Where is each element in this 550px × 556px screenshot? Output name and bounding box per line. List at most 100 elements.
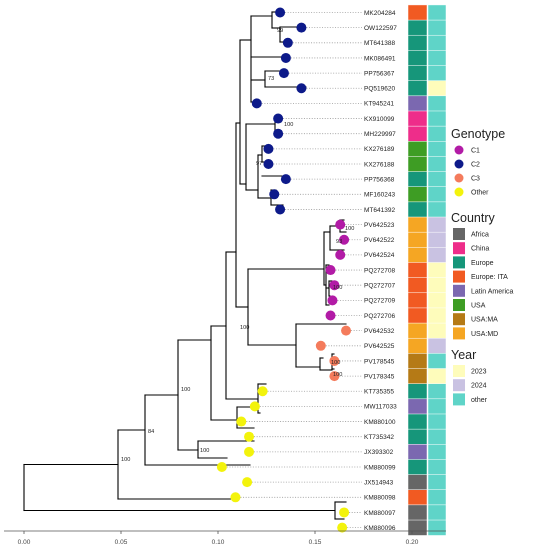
country-cell	[407, 277, 428, 294]
tip-point	[337, 522, 348, 533]
year-cell	[427, 277, 447, 294]
x-tick-label: 0.00	[18, 539, 31, 546]
country-cell	[407, 459, 428, 476]
tip-point	[296, 83, 307, 94]
year-cell	[427, 95, 447, 112]
country-cell	[407, 322, 428, 339]
legend-genotype-label: C1	[471, 148, 480, 155]
tip-point	[325, 265, 336, 276]
tip-point	[275, 204, 286, 215]
tip-label: MK204284	[364, 10, 396, 17]
legend-year-label: other	[471, 397, 488, 404]
country-cell	[407, 65, 428, 82]
legend-country-label: USA:MA	[471, 317, 498, 324]
country-cell	[407, 353, 428, 370]
bootstrap-label: 73	[268, 76, 274, 82]
legend-country-label: Europe	[471, 260, 494, 267]
legend-country-swatch	[453, 228, 465, 240]
country-cell	[407, 474, 428, 491]
year-cell	[427, 474, 447, 491]
tip-point	[263, 143, 274, 154]
legend-year-swatch	[453, 393, 465, 406]
year-cell	[427, 186, 447, 203]
year-cell	[427, 110, 447, 127]
country-cell	[407, 444, 428, 460]
tip-point	[325, 310, 336, 321]
legend-country-label: Africa	[471, 232, 489, 239]
tip-label: KX276189	[364, 146, 395, 153]
tip-label: MT641388	[364, 40, 395, 47]
tip-label: KT735342	[364, 434, 394, 441]
legend: Genotype C1 C2 C3 Other Country Africa China Eur…	[451, 127, 514, 406]
tip-point	[230, 492, 241, 503]
x-tick-label: 0.05	[115, 539, 128, 546]
tip-point	[296, 22, 307, 33]
country-cell	[407, 398, 428, 415]
year-cell	[427, 383, 447, 400]
year-cell	[427, 4, 447, 21]
legend-genotype-label: Other	[471, 190, 489, 197]
bootstrap-label: 97	[256, 161, 262, 167]
tip-label: PV642523	[364, 222, 395, 229]
legend-title-genotype: Genotype	[451, 127, 505, 141]
year-cell	[427, 413, 447, 430]
tip-label: PQ272708	[364, 267, 395, 274]
country-cell	[407, 50, 428, 67]
tip-label: JX514943	[364, 479, 394, 486]
year-cell	[427, 34, 447, 51]
tip-layer: MK204284 OW122597 MT641388 MK086491 PP756367…	[216, 4, 447, 536]
tip-label: PP756367	[364, 70, 395, 77]
bootstrap-label: 100	[333, 285, 342, 291]
legend-year-label: 2023	[471, 369, 487, 376]
x-tick-label: 0.15	[309, 539, 322, 546]
tip-label: KX910099	[364, 116, 395, 123]
tip-point	[280, 174, 291, 185]
legend-country-swatch	[453, 299, 465, 311]
tip-label: PQ272706	[364, 313, 395, 320]
bootstrap-label: 100	[284, 122, 293, 128]
year-cell	[427, 65, 447, 82]
country-cell	[407, 307, 428, 324]
tip-label: MH229997	[364, 131, 396, 138]
tip-label: KM880098	[364, 495, 396, 502]
tip-point	[244, 431, 255, 442]
year-cell	[427, 519, 447, 536]
year-cell	[427, 216, 447, 233]
tip-label: PQ272709	[364, 298, 395, 305]
year-cell	[427, 231, 447, 248]
tip-label: MW117033	[364, 404, 397, 411]
tip-point	[249, 401, 260, 412]
legend-country-label: USA	[471, 303, 486, 310]
legend-country-swatch	[453, 284, 465, 297]
legend-title-country: Country	[451, 211, 496, 225]
country-cell	[407, 216, 428, 233]
year-cell	[427, 337, 447, 354]
x-axis: 0.00 0.05 0.10 0.15 0.20	[4, 530, 446, 546]
country-cell	[407, 519, 428, 536]
legend-country-swatch	[453, 313, 465, 326]
year-cell	[427, 171, 447, 188]
tip-label: KX276188	[364, 161, 395, 168]
legend-country-label: Europe: ITA	[471, 274, 508, 281]
country-cell	[407, 383, 428, 400]
tip-label: PP756368	[364, 176, 395, 183]
country-cell	[407, 262, 428, 279]
country-cell	[407, 504, 428, 521]
bootstrap-label: 100	[181, 387, 190, 393]
country-cell	[407, 171, 428, 188]
legend-year-swatch	[453, 379, 465, 392]
tip-label: OW122597	[364, 25, 397, 32]
tip-label: PQ519620	[364, 86, 395, 93]
tip-point	[315, 340, 326, 351]
year-cell	[427, 292, 447, 309]
tip-point	[329, 371, 340, 382]
bootstrap-label: 93	[336, 239, 342, 245]
tip-point	[275, 7, 286, 18]
legend-year-label: 2024	[471, 383, 487, 390]
country-cell	[407, 368, 428, 385]
year-cell	[427, 141, 447, 157]
legend-genotype-swatch	[454, 145, 464, 155]
year-cell	[427, 322, 447, 339]
